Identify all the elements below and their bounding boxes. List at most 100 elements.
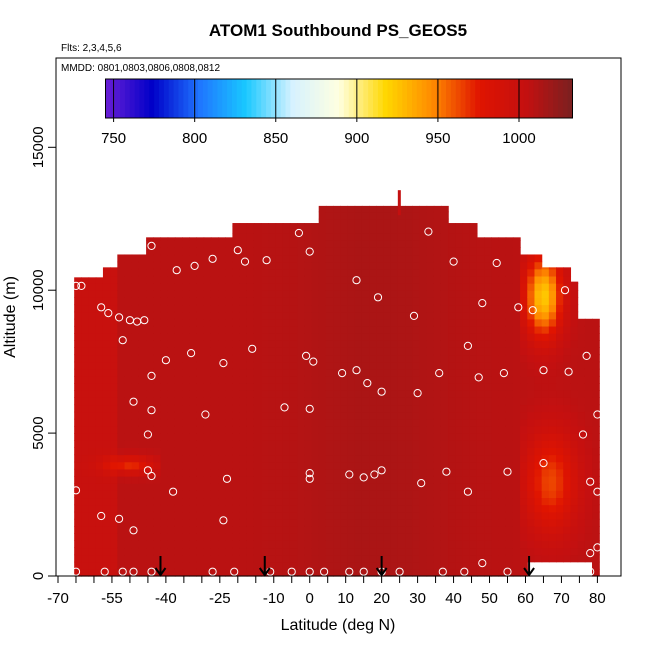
heatmap-cell: [397, 340, 406, 348]
heatmap-cell: [405, 540, 413, 549]
heatmap-cell: [189, 275, 198, 284]
heatmap-cell: [153, 547, 162, 556]
heatmap-cell: [146, 237, 154, 241]
heatmap-cell: [117, 361, 126, 370]
heatmap-cell: [81, 483, 90, 491]
heatmap-cell: [369, 447, 377, 456]
heatmap-cell: [189, 304, 198, 313]
heatmap-cell: [390, 297, 399, 306]
heatmap-cell: [584, 340, 593, 348]
heatmap-cell: [426, 468, 435, 477]
heatmap-cell: [297, 490, 305, 499]
heatmap-cell: [174, 325, 183, 334]
heatmap-cell: [570, 368, 579, 377]
heatmap-cell: [196, 318, 205, 327]
heatmap-cell: [340, 347, 349, 356]
heatmap-cell: [405, 483, 413, 491]
heatmap-cell: [160, 390, 169, 398]
heatmap-cell: [383, 261, 392, 270]
heatmap-cell: [124, 533, 133, 541]
heatmap-cell: [433, 333, 442, 341]
colorbar-swatch: [494, 79, 501, 118]
heatmap-cell: [210, 561, 219, 570]
heatmap-cell: [548, 411, 557, 420]
heatmap-cell: [167, 440, 176, 448]
heatmap-cell: [275, 525, 284, 534]
heatmap-cell: [376, 397, 385, 406]
x-tick-label: 20: [373, 590, 390, 607]
heatmap-cell: [81, 554, 90, 563]
heatmap-cell: [340, 540, 349, 549]
heatmap-cell: [455, 283, 464, 291]
heatmap-cell: [297, 347, 305, 356]
heatmap-cell: [117, 540, 126, 549]
heatmap-cell: [304, 397, 313, 406]
heatmap-cell: [462, 368, 471, 377]
heatmap-cell: [160, 397, 169, 406]
heatmap-cell: [476, 440, 485, 448]
heatmap-cell: [124, 440, 133, 448]
heatmap-cell: [484, 304, 492, 313]
heatmap-cell: [95, 397, 104, 406]
heatmap-cell: [232, 318, 241, 327]
heatmap-cell: [289, 368, 298, 377]
heatmap-cell: [282, 440, 291, 448]
heatmap-cell: [160, 533, 169, 541]
heatmap-cell: [592, 504, 600, 513]
heatmap-cell: [153, 275, 162, 284]
heatmap-cell: [81, 297, 90, 306]
heatmap-cell: [505, 547, 514, 556]
heatmap-cell: [333, 418, 341, 427]
heatmap-cell: [556, 411, 564, 420]
heatmap-cell: [541, 461, 550, 470]
colorbar-swatch: [168, 79, 175, 118]
colorbar-swatch: [285, 79, 291, 118]
heatmap-cell: [218, 261, 226, 270]
heatmap-cell: [354, 518, 363, 527]
heatmap-cell: [383, 518, 392, 527]
heatmap-cell: [340, 333, 349, 341]
heatmap-cell: [268, 340, 277, 348]
heatmap-cell: [196, 240, 205, 248]
heatmap-cell: [476, 475, 485, 484]
heatmap-cell: [138, 447, 147, 456]
sample-point: [463, 341, 472, 350]
heatmap-cell: [182, 418, 190, 427]
heatmap-cell: [102, 540, 111, 549]
heatmap-cell: [563, 447, 572, 456]
heatmap-cell: [253, 361, 262, 370]
heatmap-cell: [275, 547, 284, 556]
heatmap-cell: [239, 425, 248, 434]
heatmap-cell: [102, 361, 111, 370]
heatmap-cell: [102, 275, 111, 284]
heatmap-cell: [383, 554, 392, 563]
heatmap-cell: [405, 268, 413, 277]
heatmap-cell: [124, 354, 133, 363]
heatmap-cell: [210, 261, 219, 270]
heatmap-cell: [311, 418, 320, 427]
heatmap-cell: [218, 254, 226, 263]
heatmap-cell: [527, 354, 536, 363]
heatmap-cell: [261, 254, 269, 263]
heatmap-cell: [246, 333, 255, 341]
heatmap-cell: [405, 225, 413, 234]
heatmap-cell: [153, 333, 162, 341]
heatmap-cell: [167, 247, 176, 256]
heatmap-cell: [225, 404, 233, 413]
heatmap-cell: [304, 511, 313, 520]
heatmap-cell: [405, 233, 413, 241]
heatmap-cell: [476, 547, 485, 556]
heatmap-cell: [498, 240, 507, 248]
heatmap-cell: [95, 354, 104, 363]
heatmap-cell: [340, 240, 349, 248]
heatmap-cell: [455, 490, 464, 499]
heatmap-cell: [210, 533, 219, 541]
heatmap-cell: [325, 433, 334, 441]
heatmap-cell: [455, 440, 464, 448]
heatmap-cell: [405, 347, 413, 356]
heatmap-cell: [88, 375, 97, 384]
sample-point: [262, 256, 271, 265]
heatmap-cell: [232, 304, 241, 313]
heatmap-cell: [592, 340, 600, 348]
heatmap-cell: [505, 268, 514, 277]
